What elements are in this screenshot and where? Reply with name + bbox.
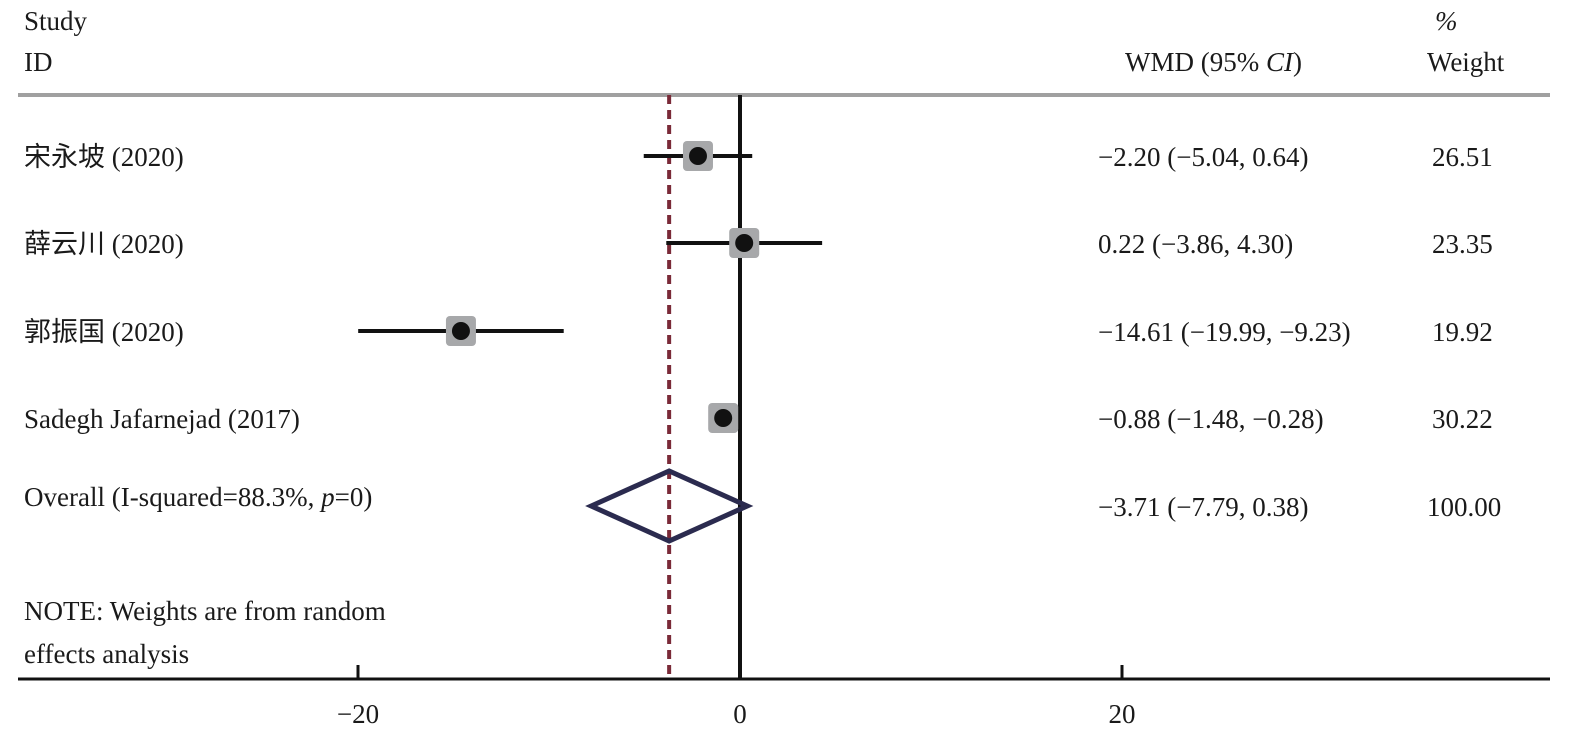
text-part: Overall (I-squared=88.3%, bbox=[24, 482, 321, 512]
ci-text: −2.20 (−5.04, 0.64) bbox=[1098, 142, 1308, 172]
study-label: Sadegh Jafarnejad (2017) bbox=[24, 404, 300, 434]
x-tick-label: 0 bbox=[733, 699, 747, 729]
weight-value: 23.35 bbox=[1432, 229, 1493, 259]
note-line2: effects analysis bbox=[24, 639, 189, 669]
point-estimate bbox=[714, 409, 733, 427]
study-label: 薛云川 (2020) bbox=[24, 229, 184, 259]
text-part: p bbox=[319, 482, 335, 512]
overall-ci-text: −3.71 (−7.79, 0.38) bbox=[1098, 492, 1308, 522]
point-estimate bbox=[451, 322, 470, 340]
overall-weight: 100.00 bbox=[1427, 492, 1501, 522]
text-part: =0) bbox=[335, 482, 373, 512]
overall-label: Overall (I-squared=88.3%, p=0) bbox=[24, 482, 372, 512]
weight-value: 26.51 bbox=[1432, 142, 1493, 172]
ci-text: −14.61 (−19.99, −9.23) bbox=[1098, 317, 1351, 347]
ci-text: 0.22 (−3.86, 4.30) bbox=[1098, 229, 1293, 259]
header-percent: % bbox=[1435, 6, 1458, 36]
note-line1: NOTE: Weights are from random bbox=[24, 596, 386, 626]
point-estimate bbox=[735, 234, 754, 252]
overall-diamond bbox=[585, 468, 754, 544]
study-label: 宋永坡 (2020) bbox=[24, 142, 184, 172]
text-part: ) bbox=[1293, 47, 1302, 77]
point-estimate bbox=[688, 147, 707, 165]
text-part: CI bbox=[1266, 47, 1295, 77]
header-study: Study bbox=[24, 6, 88, 36]
text-part: WMD (95% bbox=[1125, 47, 1266, 77]
x-tick-label: −20 bbox=[337, 699, 379, 729]
header-weight: Weight bbox=[1427, 47, 1505, 77]
x-tick-label: 20 bbox=[1109, 699, 1136, 729]
study-label: 郭振国 (2020) bbox=[24, 317, 184, 347]
header-effect: WMD (95% CI) bbox=[1125, 47, 1302, 77]
ci-text: −0.88 (−1.48, −0.28) bbox=[1098, 404, 1324, 434]
weight-value: 19.92 bbox=[1432, 317, 1493, 347]
header-id: ID bbox=[24, 47, 53, 77]
weight-value: 30.22 bbox=[1432, 404, 1493, 434]
